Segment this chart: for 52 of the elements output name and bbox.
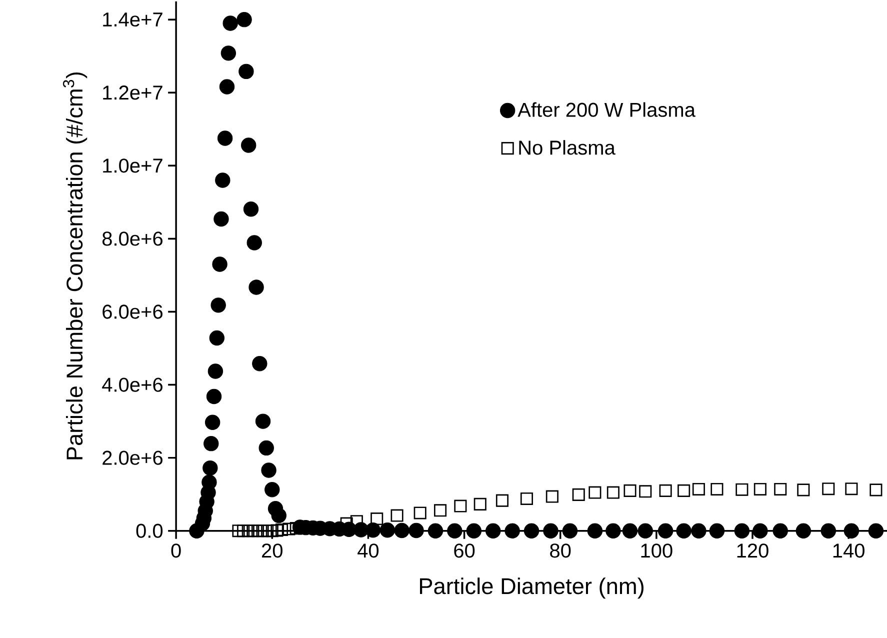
point xyxy=(845,482,858,496)
point xyxy=(546,490,558,504)
point xyxy=(496,494,509,508)
point xyxy=(639,485,652,498)
y-tick-label: 2.0e+6 xyxy=(102,450,162,466)
x-tick-label: 100 xyxy=(641,544,672,558)
point xyxy=(520,492,533,506)
point xyxy=(474,498,486,511)
x-tick-label: 80 xyxy=(550,544,571,558)
point xyxy=(822,482,835,496)
point xyxy=(414,506,426,520)
point xyxy=(678,484,690,498)
point xyxy=(754,483,766,496)
x-tick-label: 120 xyxy=(737,544,768,558)
point xyxy=(256,524,269,538)
point xyxy=(692,483,705,496)
y-axis-title: Particle Number Concentration (#/cm$^{3}$) xyxy=(62,72,88,460)
point xyxy=(246,524,260,538)
y-tick-label: 1.2e+7 xyxy=(103,86,162,100)
point xyxy=(606,486,620,499)
y-tick-label: 1.4e+7 xyxy=(103,12,162,27)
point xyxy=(572,488,585,502)
point xyxy=(588,486,602,499)
point xyxy=(275,524,288,536)
point xyxy=(434,504,447,517)
point xyxy=(454,500,467,513)
point xyxy=(774,483,787,496)
y-tick-label: 4.0e+6 xyxy=(102,378,162,392)
x-tick-label: 40 xyxy=(358,544,379,558)
point xyxy=(659,484,672,498)
legend-label: After 200 W Plasma xyxy=(518,102,696,118)
y-tick-label: 8.0e+6 xyxy=(102,232,162,246)
point xyxy=(710,483,724,496)
point xyxy=(736,484,748,496)
x-tick-label: 140 xyxy=(833,544,864,558)
point xyxy=(370,512,384,526)
point xyxy=(237,524,250,538)
y-tick-label: 6.0e+6 xyxy=(102,304,162,320)
point xyxy=(797,484,810,496)
y-tick-label: 0.0 xyxy=(136,524,163,538)
legend-label: No Plasma xyxy=(519,140,616,155)
point xyxy=(870,484,882,496)
point xyxy=(251,524,264,538)
point xyxy=(390,509,404,522)
x-axis-title: Particle Diameter (nm) xyxy=(420,578,644,599)
y-tick-label: 1.0e+7 xyxy=(103,158,162,173)
x-tick-label: 0 xyxy=(171,544,181,558)
x-tick-label: 60 xyxy=(454,544,475,558)
point xyxy=(624,484,636,498)
x-tick-label: 20 xyxy=(262,544,282,558)
point xyxy=(232,524,245,538)
point xyxy=(242,524,254,538)
